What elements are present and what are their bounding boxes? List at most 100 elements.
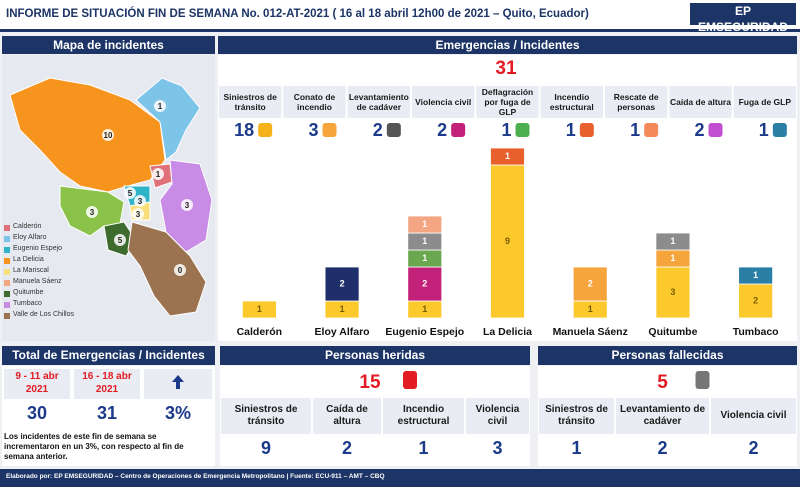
deceased-total: 5 — [657, 372, 668, 393]
report-title: INFORME DE SITUACIÓN FIN DE SEMANA No. 0… — [6, 8, 589, 20]
legend-swatch — [4, 247, 10, 253]
period-year: 2021 — [25, 384, 49, 395]
table-head: Siniestros de tránsito — [545, 404, 608, 427]
type-count: 2 — [372, 120, 383, 140]
legend-label: Eugenio Espejo — [13, 245, 63, 252]
table-cell — [539, 398, 614, 434]
type-card — [283, 86, 346, 118]
segment-label: 1 — [422, 304, 427, 314]
type-count: 3 — [308, 120, 319, 140]
legend-swatch — [4, 313, 10, 319]
segment-label: 1 — [753, 270, 758, 280]
table-value: 3 — [492, 438, 503, 458]
type-name: Siniestros de tránsito — [223, 92, 277, 112]
type-count: 2 — [437, 120, 448, 140]
legend-label: Valle de Los Chillos — [13, 311, 74, 318]
map-count: 3 — [90, 208, 95, 217]
injured-total: 15 — [359, 372, 381, 393]
map-count: 1 — [158, 102, 163, 111]
type-icon — [515, 123, 530, 137]
legend-swatch — [4, 280, 10, 286]
period-cell — [74, 369, 140, 399]
up-arrow — [172, 375, 184, 389]
category-label: La Delicia — [483, 326, 532, 338]
type-name: Caída de altura — [670, 97, 731, 107]
legend-swatch — [4, 302, 10, 308]
table-cell — [466, 398, 529, 434]
type-count: 18 — [234, 120, 255, 140]
table-head: Violencia civil — [475, 404, 520, 427]
deceased-header: Personas fallecidas — [538, 346, 797, 365]
table-head: Violencia civil — [720, 410, 787, 421]
table-cell — [221, 398, 311, 434]
table-head: Levantamiento de cadáver — [619, 404, 706, 427]
map-count: 0 — [178, 266, 183, 275]
type-count: 1 — [565, 120, 576, 140]
type-icon — [772, 123, 787, 137]
type-count: 1 — [758, 120, 769, 140]
map-header: Mapa de incidentes — [2, 36, 215, 54]
type-card — [412, 86, 475, 118]
header-rule — [0, 29, 800, 32]
table-value: 1 — [418, 438, 429, 458]
segment-label: 1 — [670, 236, 675, 246]
period-dates: 9 - 11 abr — [15, 371, 59, 382]
table-value: 2 — [748, 438, 759, 458]
footer-bar — [0, 469, 800, 487]
change-value: 3% — [164, 403, 191, 423]
type-name: Rescate de personas — [613, 92, 659, 112]
map-label-dot — [174, 264, 186, 276]
type-card — [347, 86, 410, 118]
segment-label: 1 — [588, 304, 593, 314]
table-cell — [313, 398, 381, 434]
segment-label: 1 — [422, 253, 427, 263]
type-card — [540, 86, 603, 118]
segment-label: 1 — [422, 236, 427, 246]
table-head: Siniestros de tránsito — [234, 404, 298, 427]
legend-swatch — [4, 236, 10, 242]
map-count: 3 — [138, 197, 143, 206]
map-label-dot — [152, 168, 164, 180]
map-label-dot — [124, 187, 136, 199]
table-cell — [616, 398, 709, 434]
type-card — [219, 86, 282, 118]
segment-label: 1 — [505, 151, 510, 161]
segment-label: 2 — [753, 295, 758, 305]
header-bar — [0, 0, 800, 30]
map-count: 3 — [136, 210, 141, 219]
legend-label: Eloy Alfaro — [13, 234, 47, 241]
type-icon — [322, 123, 337, 137]
table-head: Caída de altura — [326, 404, 368, 427]
map-label-dot — [102, 129, 114, 141]
table-head: Incendio estructural — [397, 404, 450, 427]
table-cell — [711, 398, 796, 434]
type-count: 2 — [694, 120, 705, 140]
type-name: Violencia civil — [415, 97, 472, 107]
segment-label: 3 — [670, 287, 675, 297]
type-icon — [451, 123, 466, 137]
bar-segment — [490, 164, 525, 319]
map-label-dot — [181, 199, 193, 211]
legend-label: La Delicia — [13, 256, 44, 263]
map-count: 1 — [156, 170, 161, 179]
type-count: 1 — [501, 120, 512, 140]
map-label-dot — [132, 208, 144, 220]
legend-label: Quitumbe — [13, 289, 44, 296]
segment-label: 1 — [670, 253, 675, 263]
legend-label: Calderón — [13, 223, 42, 230]
map-label-dot — [154, 100, 166, 112]
table-value: 2 — [657, 438, 668, 458]
legend-swatch — [4, 258, 10, 264]
category-label: Quitumbe — [648, 326, 697, 338]
bar-segment — [655, 232, 691, 251]
map-label-dot — [86, 206, 98, 218]
bar-segment — [490, 147, 525, 166]
summary-note: Los incidentes de este fin de semana se … — [4, 432, 184, 461]
category-label: Tumbaco — [733, 326, 779, 338]
footer-text: Elaborado por: EP EMSEGURIDAD – Centro d… — [6, 473, 385, 480]
table-cell — [383, 398, 464, 434]
type-name: Fuga de GLP — [738, 97, 792, 107]
emergencies-header: Emergencias / Incidentes — [218, 36, 797, 54]
emergencies-total: 31 — [495, 58, 517, 79]
